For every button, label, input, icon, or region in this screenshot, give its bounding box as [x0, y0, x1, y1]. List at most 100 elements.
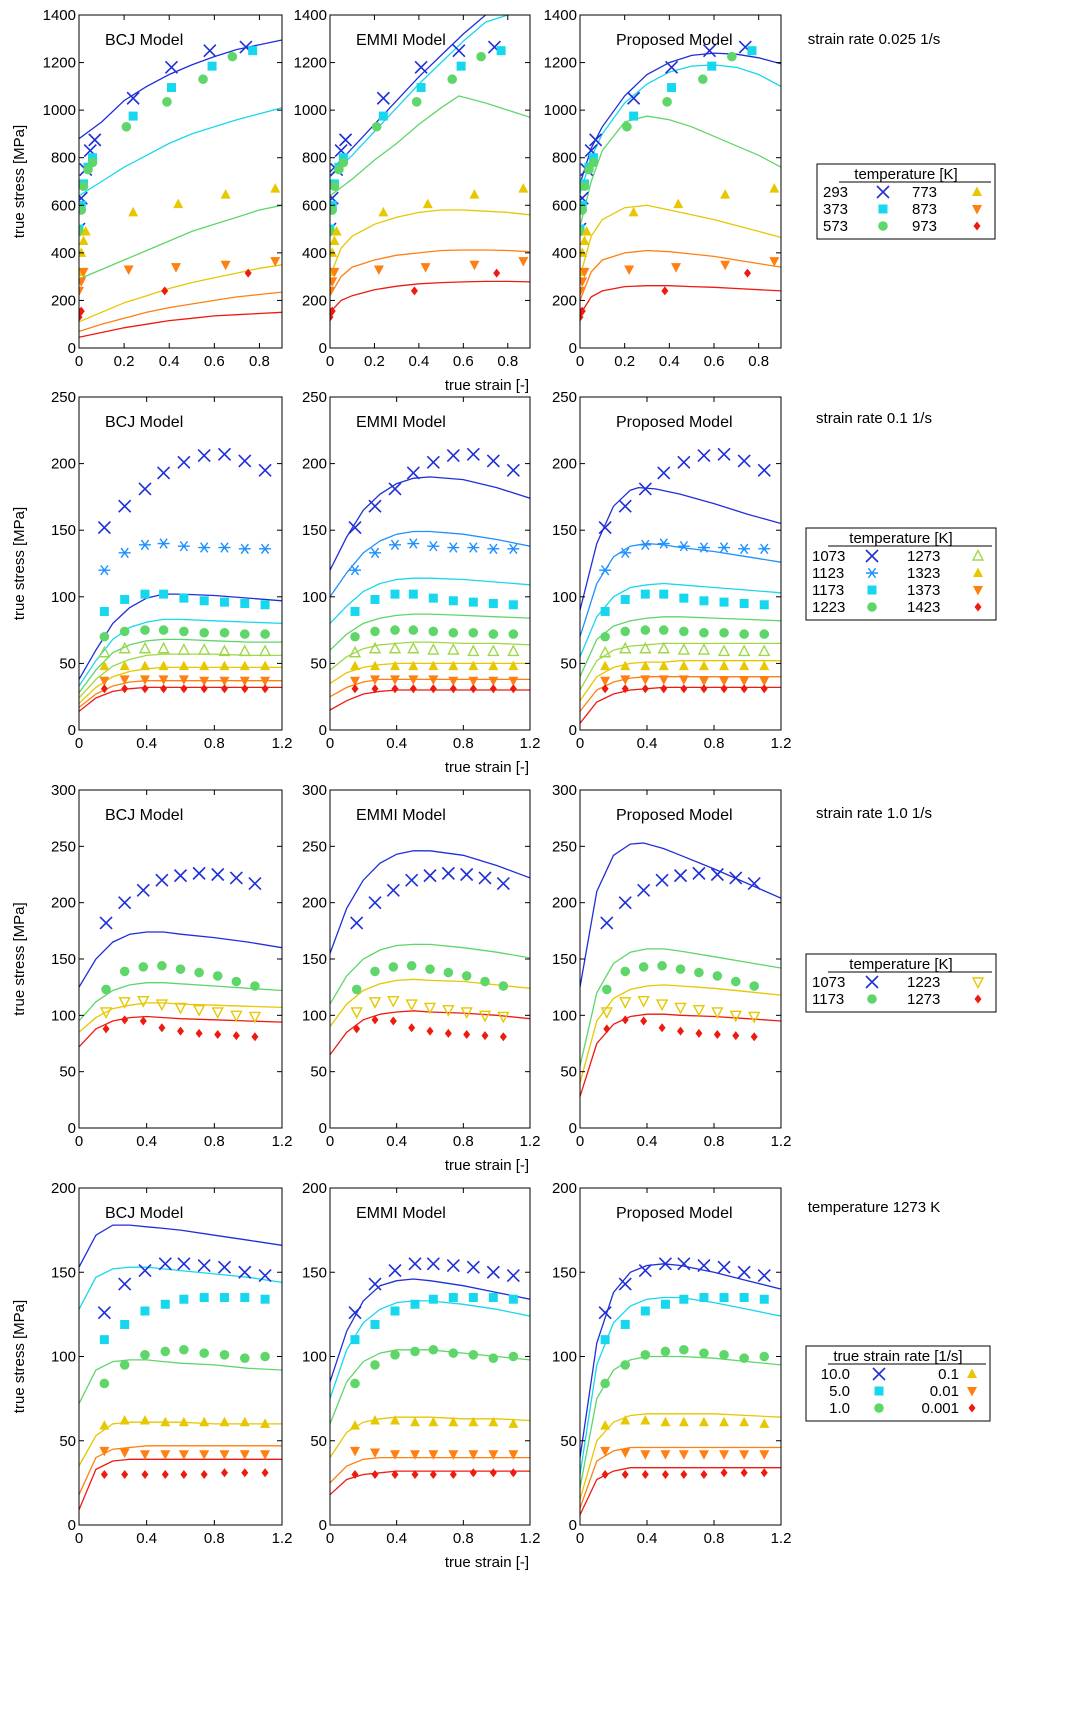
panel-title: EMMI Model — [356, 1205, 446, 1222]
panel-title: Proposed Model — [616, 32, 733, 49]
data-point-1373 — [759, 676, 770, 687]
data-point-1.0 — [448, 1348, 459, 1358]
y-tick-label: 50 — [560, 1433, 577, 1450]
x-tick-label: 0.8 — [704, 735, 725, 752]
data-point-1273 — [371, 1015, 379, 1025]
y-tick-label: 100 — [552, 1007, 577, 1024]
data-point-1173 — [390, 589, 400, 599]
data-point-293 — [164, 60, 179, 74]
data-point-773 — [469, 189, 480, 199]
y-tick-label: 100 — [302, 589, 327, 606]
data-point-1273 — [389, 1016, 397, 1026]
data-point-1423 — [160, 684, 168, 694]
data-point-1073 — [426, 455, 440, 469]
data-point-1223 — [655, 999, 669, 1012]
panel-r3-c0: 0 50 100 150 200 0 0.4 0.8 1.2 BCJ Model — [51, 1180, 292, 1547]
data-point-1273 — [258, 644, 272, 657]
data-point-0.01 — [239, 1450, 250, 1460]
data-point-5.0 — [739, 1293, 749, 1303]
data-point-873 — [79, 286, 84, 297]
x-tick-label: 0 — [576, 735, 584, 752]
data-point-1373 — [408, 675, 419, 685]
data-point-10.0 — [426, 1257, 440, 1271]
fit-curve-373 — [580, 64, 781, 194]
data-point-873 — [330, 277, 338, 287]
data-point-1323 — [678, 660, 689, 671]
data-point-1323 — [390, 660, 400, 671]
data-point-1173 — [712, 971, 723, 981]
data-point-1123 — [157, 538, 170, 549]
data-point-1273 — [353, 1024, 361, 1034]
data-point-1.0 — [160, 1346, 171, 1357]
data-point-1423 — [121, 684, 129, 694]
data-point-0.001 — [141, 1469, 149, 1479]
data-point-1323 — [620, 660, 631, 671]
data-point-1273 — [603, 1024, 611, 1034]
data-point-873 — [330, 267, 340, 278]
data-markers — [97, 447, 272, 694]
y-tick-label: 200 — [552, 292, 577, 309]
data-point-1173 — [759, 600, 769, 610]
fit-curve-1423 — [330, 689, 530, 711]
data-point-1173 — [120, 594, 130, 604]
data-point-1173 — [600, 606, 610, 616]
data-point-1273 — [717, 644, 731, 657]
data-point-1073 — [138, 482, 152, 496]
data-point-1423 — [601, 684, 609, 694]
x-tick-label: 0.4 — [386, 1530, 407, 1547]
legend-entry-label: 293 — [823, 184, 848, 201]
data-point-1123 — [447, 542, 460, 553]
data-point-1173 — [694, 967, 704, 978]
x-tick-label: 1.2 — [272, 1133, 293, 1150]
fit-curve-373 — [79, 107, 282, 197]
data-point-1223 — [140, 625, 150, 635]
data-point-1423 — [371, 684, 379, 694]
data-point-1173 — [448, 596, 458, 606]
data-point-5.0 — [620, 1319, 630, 1329]
data-point-373 — [416, 83, 426, 93]
data-point-0.01 — [428, 1450, 439, 1460]
data-point-1173 — [425, 964, 435, 974]
data-point-1073 — [248, 876, 262, 891]
data-point-573 — [198, 74, 208, 85]
data-point-1273 — [467, 644, 480, 657]
data-point-1173 — [199, 596, 209, 606]
plot-frame — [78, 789, 283, 1129]
data-point-1373 — [139, 675, 150, 685]
data-point-573 — [580, 205, 588, 215]
data-point-1.0 — [199, 1348, 209, 1358]
data-point-5.0 — [179, 1294, 189, 1304]
data-point-1123 — [407, 538, 420, 549]
data-point-1323 — [698, 660, 709, 671]
data-point-1073 — [677, 455, 691, 469]
data-point-373 — [747, 46, 757, 56]
data-point-1.0 — [370, 1360, 380, 1370]
legend-entry-label: 0.1 — [938, 1366, 959, 1383]
x-tick-label: 0.4 — [659, 353, 680, 370]
fit-curve-1173 — [580, 948, 781, 1067]
y-tick-label: 600 — [51, 197, 76, 214]
data-point-1073 — [197, 449, 211, 463]
x-tick-label: 0 — [75, 1133, 83, 1150]
data-point-1123 — [427, 540, 440, 552]
data-point-373 — [166, 83, 176, 93]
y-tick-label: 100 — [51, 1007, 76, 1024]
data-markers — [97, 1257, 272, 1479]
data-point-973 — [493, 268, 501, 278]
data-point-1223 — [640, 625, 651, 635]
data-point-10.0 — [697, 1258, 711, 1273]
data-point-1423 — [660, 684, 668, 694]
x-tick-label: 0.6 — [453, 353, 474, 370]
data-point-1373 — [658, 675, 669, 685]
data-point-1223 — [219, 627, 230, 638]
y-tick-label: 1200 — [544, 55, 577, 72]
x-tick-label: 0.4 — [386, 735, 407, 752]
x-tick-label: 0 — [75, 353, 83, 370]
data-point-1073 — [157, 466, 171, 480]
data-point-0.1 — [160, 1416, 171, 1427]
data-point-1323 — [139, 660, 150, 671]
data-point-293 — [414, 60, 428, 74]
panel-title: BCJ Model — [105, 414, 183, 431]
